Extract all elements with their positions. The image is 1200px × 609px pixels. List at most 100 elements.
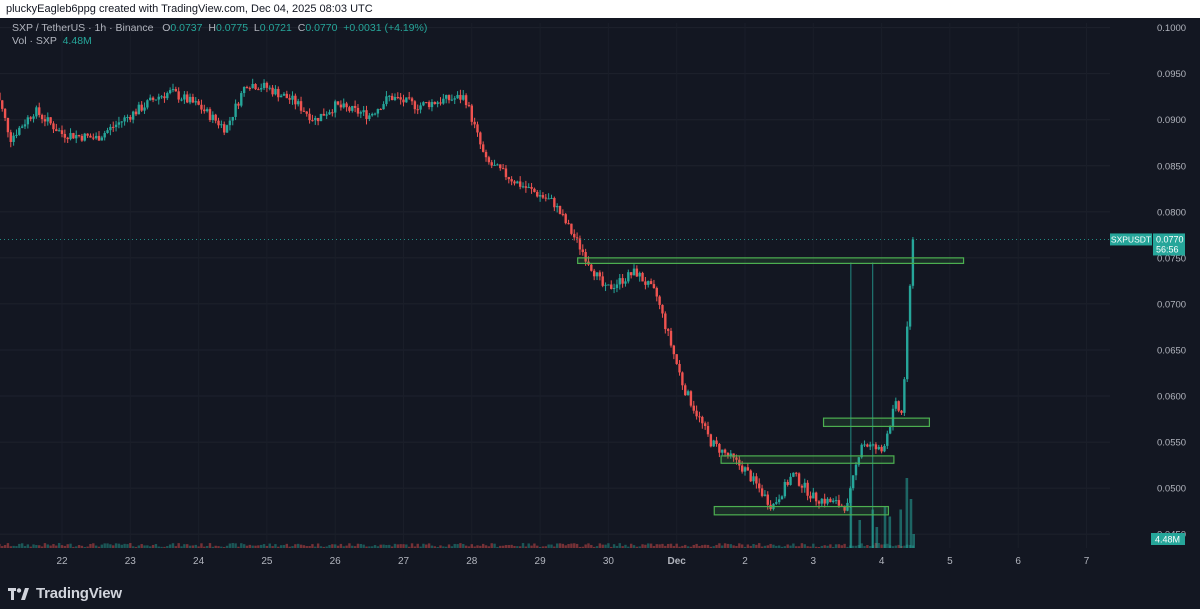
volume-bar: [109, 544, 112, 548]
volume-bar: [718, 543, 721, 548]
candle-body: [647, 281, 650, 285]
candle-body: [129, 117, 132, 120]
candle-body: [240, 93, 243, 106]
price-chart[interactable]: 0.1000 0.0950 0.0900 0.0850 0.0800 0.0750 0.07…: [0, 18, 1200, 578]
candle-body: [592, 270, 596, 277]
chart-legend: SXP / TetherUS · 1h · Binance O0.0737 H0…: [12, 22, 427, 48]
volume-bar: [684, 544, 687, 548]
volume-bar: [15, 546, 18, 548]
candle-body: [382, 104, 385, 110]
volume-bar: [1, 546, 4, 548]
volume-bar: [521, 543, 525, 548]
candle-body: [499, 164, 502, 169]
volume-bar: [490, 543, 493, 548]
candle-body: [806, 482, 809, 496]
candle-body: [168, 90, 172, 94]
volume-bar: [149, 546, 152, 548]
legend-volume-value: 4.48M: [62, 35, 92, 47]
candle-body: [701, 416, 704, 424]
volume-bar: [678, 546, 681, 548]
volume-bar: [294, 544, 297, 548]
volume-bar: [271, 546, 274, 548]
candle-body: [373, 113, 377, 115]
volume-bar: [356, 543, 360, 548]
support-resistance-box[interactable]: [713, 505, 890, 516]
time-tick-label: 28: [466, 556, 478, 567]
candle-body: [6, 117, 10, 133]
chart-area[interactable]: 0.1000 0.0950 0.0900 0.0850 0.0800 0.0750 0.07…: [0, 18, 1200, 578]
candle-body: [194, 101, 197, 103]
volume-bar: [829, 544, 832, 548]
candle-body: [444, 95, 448, 99]
candle-body: [820, 498, 824, 504]
annotation-boxes[interactable]: [577, 257, 965, 516]
candle-body: [834, 500, 838, 502]
volume-bar: [712, 546, 715, 548]
volume-bar: [262, 544, 266, 548]
ticker-badge: [1110, 233, 1152, 246]
price-tick-label: 0.1000: [1157, 23, 1186, 34]
candle-body: [322, 113, 326, 116]
volume-spike: [909, 499, 913, 548]
candle-body: [524, 186, 528, 188]
candle-body: [832, 500, 835, 503]
volume-bar: [524, 546, 528, 548]
candle-body: [149, 97, 152, 101]
candle-body: [911, 239, 915, 286]
candle-body: [903, 379, 906, 413]
candle-body: [351, 105, 354, 111]
candle-body: [518, 181, 522, 187]
candle-body: [370, 113, 374, 116]
volume-bar: [675, 543, 678, 548]
candle-body: [900, 410, 903, 413]
candle-body: [186, 94, 189, 103]
candle-body: [610, 284, 613, 289]
volume-bar: [507, 545, 510, 548]
volume-badge-bg: [1151, 533, 1185, 545]
volume-bar: [120, 544, 123, 548]
volume-bar: [427, 543, 431, 548]
candle-body: [214, 114, 217, 121]
candle-body: [573, 233, 576, 238]
legend-close-value: 0.0770: [305, 22, 338, 34]
candle-body: [826, 498, 829, 504]
support-resistance-box[interactable]: [822, 417, 931, 428]
volume-bar: [686, 546, 690, 548]
candle-body: [550, 198, 553, 200]
volume-bar: [55, 545, 58, 548]
time-tick-label: 27: [398, 556, 410, 567]
price-axis[interactable]: 0.1000 0.0950 0.0900 0.0850 0.0800 0.0750 0.07…: [1157, 23, 1186, 541]
volume-bar: [592, 546, 596, 548]
volume-bar: [26, 544, 30, 548]
time-axis[interactable]: 22 23 24 25 26 27 28 29 30 Dec 2 3 4 5 6 7: [56, 556, 1089, 567]
candle-body: [618, 278, 621, 285]
volume-bar: [388, 544, 391, 548]
volume-bar: [789, 545, 792, 548]
support-resistance-box[interactable]: [720, 455, 895, 464]
volume-bar: [18, 543, 21, 548]
candle-body: [658, 296, 661, 305]
volume-bar: [402, 544, 405, 548]
candle-body: [38, 107, 41, 115]
volume-bar: [316, 543, 320, 548]
candle-body: [334, 101, 337, 113]
volume-bar: [590, 544, 593, 548]
volume-bar: [348, 543, 351, 548]
volume-bar: [604, 544, 607, 548]
candle-body: [234, 103, 237, 117]
candle-body: [228, 120, 232, 126]
candle-body: [655, 288, 658, 297]
candle-body: [760, 488, 764, 496]
candle-body: [197, 101, 200, 105]
volume-bar: [40, 546, 44, 548]
candle-body: [208, 109, 212, 121]
volume-bar: [575, 543, 579, 548]
volume-bar: [251, 545, 254, 548]
volume-bar: [840, 545, 843, 548]
candle-body: [698, 416, 701, 418]
candle-body: [83, 133, 86, 141]
support-resistance-box[interactable]: [577, 257, 965, 264]
candle-body: [598, 272, 602, 277]
volume-bar: [658, 544, 661, 548]
volume-bar: [877, 543, 880, 548]
